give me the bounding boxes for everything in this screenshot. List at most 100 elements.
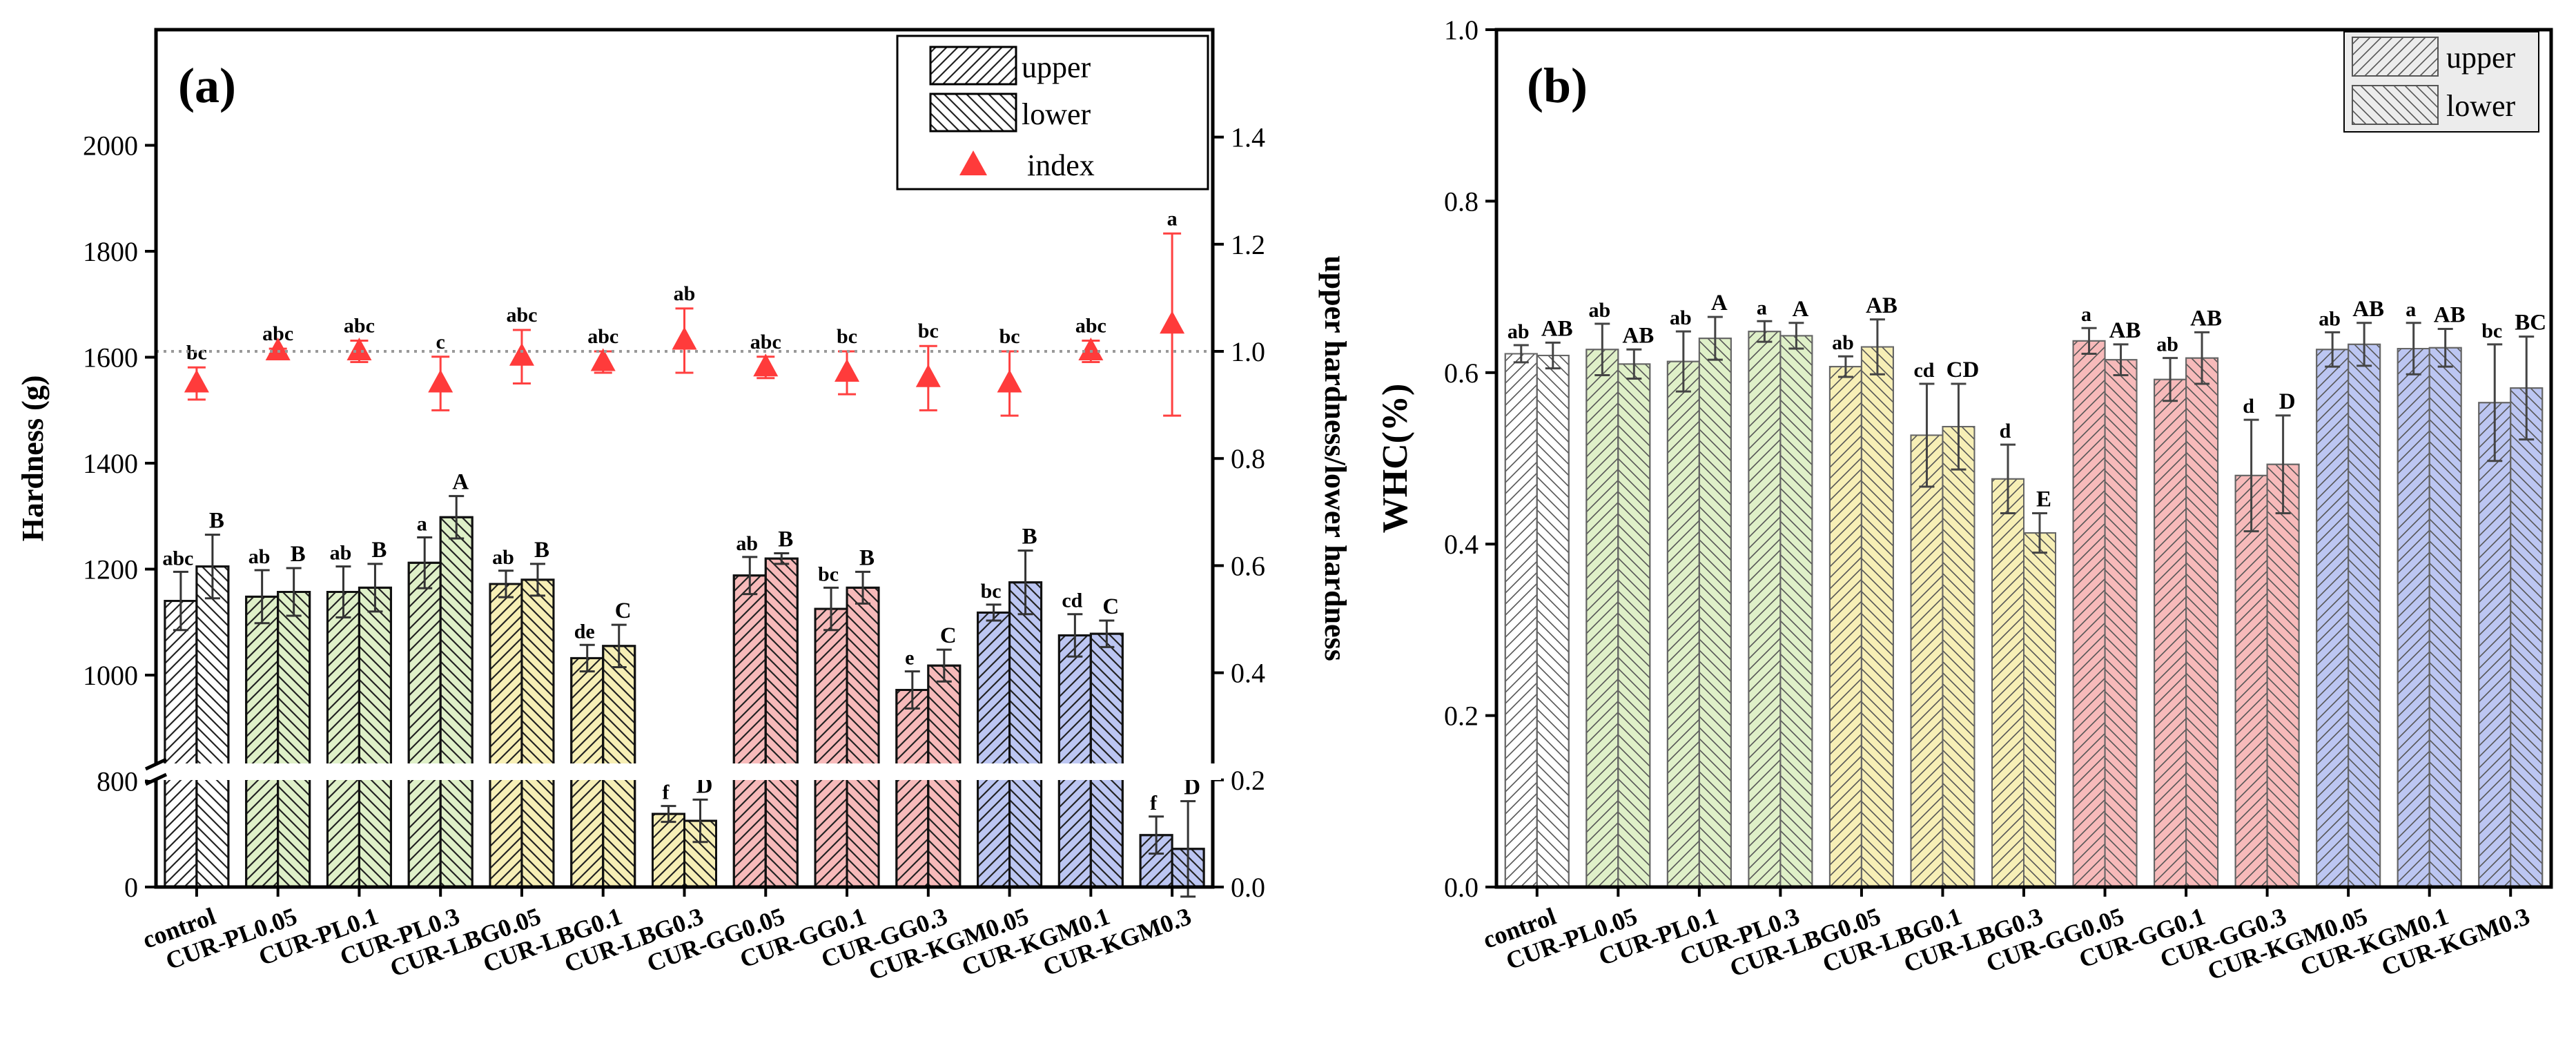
significance-label: ab	[2319, 307, 2341, 330]
bar-lower-hatch	[1779, 335, 1813, 888]
bar-upper-hatch	[407, 561, 442, 888]
bar-lower-hatch	[2348, 343, 2381, 888]
index-marker	[997, 369, 1022, 393]
bar-upper-hatch	[732, 574, 767, 888]
index-marker	[753, 353, 779, 377]
significance-label: B	[291, 542, 306, 567]
y-tick-label: 1.0	[1444, 14, 1479, 46]
legend-upper-label: upper	[1022, 50, 1091, 84]
significance-label: B	[209, 509, 224, 534]
bar-lower-hatch	[2266, 463, 2300, 888]
significance-label: abc	[162, 547, 193, 569]
y2-tick-label: 1.0	[1231, 336, 1265, 367]
bar-upper-hatch	[1991, 478, 2024, 888]
index-significance-label: abc	[750, 331, 781, 353]
index-significance-label: ab	[674, 282, 696, 305]
significance-label: AB	[2352, 297, 2384, 322]
y-tick-label: 1600	[83, 342, 138, 373]
panel-a-label: (a)	[178, 58, 236, 113]
significance-label: d	[2000, 420, 2011, 442]
y2-tick-label: 0.4	[1231, 658, 1265, 689]
y2-tick-label: 0.0	[1231, 872, 1265, 903]
bar-upper-hatch	[895, 688, 930, 888]
bar-lower-hatch	[683, 819, 717, 888]
bar-upper-hatch	[1666, 360, 1700, 888]
index-significance-label: bc	[837, 325, 857, 348]
index-marker	[1160, 311, 1185, 334]
index-marker	[347, 338, 372, 360]
legend-upper-swatch	[929, 46, 1017, 86]
bar-lower-hatch	[1860, 346, 1894, 888]
significance-label: bc	[818, 563, 839, 585]
bar-upper-hatch	[1828, 366, 1862, 888]
y-tick-label: 1400	[83, 448, 138, 479]
y-tick-label: 1200	[83, 554, 138, 585]
significance-label: B	[859, 545, 875, 570]
index-marker	[672, 327, 697, 350]
significance-label: ab	[736, 532, 758, 555]
chart-panel-b: ab AB ab AB ab A a Aab AB cd CD d Ea AB ab AB d Dab AB a AB b…	[1376, 14, 2553, 986]
legend-upper-label: upper	[2446, 41, 2516, 75]
panel-a-error-bars	[173, 495, 1196, 898]
bar-upper-hatch	[2072, 340, 2106, 888]
bar-upper-hatch	[1504, 353, 1538, 888]
bar-upper-hatch	[2397, 348, 2430, 888]
panel-b-bars	[1504, 331, 2544, 888]
significance-label: a	[2081, 303, 2091, 326]
bar-lower-hatch	[846, 586, 880, 888]
panel-b-x-axis: controlCUR-PL0.05CUR-PL0.1CUR-PL0.3CUR-L…	[1479, 887, 2533, 986]
significance-label: BC	[2515, 311, 2546, 335]
legend-index-marker	[959, 150, 987, 175]
y-tick-label: 0.2	[1444, 701, 1479, 732]
significance-label: AB	[2190, 306, 2222, 331]
significance-label: bc	[2481, 320, 2502, 342]
bar-lower-hatch	[1008, 581, 1043, 888]
bar-lower-hatch	[1698, 338, 1732, 888]
index-marker	[428, 369, 453, 393]
index-significance-label: abc	[344, 314, 375, 337]
legend-lower-swatch	[929, 92, 1017, 133]
index-marker	[184, 369, 209, 393]
bar-lower-hatch	[2023, 532, 2056, 888]
bar-lower-hatch	[2185, 357, 2219, 888]
significance-label: a	[417, 512, 427, 535]
panel-a-significance-labels: abcBbcabBabcabBabcaAcabBabcdeCabcfDababB…	[162, 207, 1200, 815]
bar-lower-hatch	[1536, 354, 1570, 888]
index-significance-label: bc	[918, 320, 939, 342]
bar-lower-hatch	[520, 578, 555, 888]
index-marker	[1078, 338, 1104, 360]
bar-upper-hatch	[1585, 349, 1619, 888]
bar-upper-hatch	[1910, 434, 1944, 888]
bar-upper-hatch	[489, 583, 523, 888]
significance-label: d	[2243, 395, 2254, 418]
significance-label: D	[1184, 775, 1200, 800]
bar-upper-hatch	[1748, 331, 1782, 888]
bar-upper-hatch	[814, 607, 848, 888]
significance-label: B	[1022, 525, 1037, 549]
significance-label: A	[452, 470, 469, 495]
bar-upper-hatch	[2316, 349, 2350, 888]
bar-lower-hatch	[2428, 347, 2462, 888]
bar-upper-hatch	[245, 595, 280, 888]
panel-a-bars	[164, 516, 1205, 888]
significance-label: f	[663, 781, 670, 804]
significance-label: D	[2279, 389, 2296, 414]
significance-label: B	[778, 527, 793, 552]
y2-tick-label: 0.8	[1231, 443, 1265, 474]
significance-label: AB	[1622, 323, 1654, 348]
significance-label: A	[1711, 291, 1728, 315]
bar-lower-hatch	[195, 565, 230, 888]
bar-upper-hatch	[652, 812, 685, 888]
significance-label: B	[371, 538, 387, 563]
bar-lower-hatch	[1942, 426, 1975, 888]
y-tick-label: 0.6	[1444, 358, 1479, 389]
panel-b-y-axis: 0.0 0.2 0.4 0.6 0.8 1.0	[1444, 14, 1496, 903]
bar-upper-hatch	[164, 600, 198, 888]
panel-a-y-axis: 0 800 1000 1200 1400 1600 1800 2000	[83, 130, 156, 903]
index-significance-label: a	[1167, 207, 1178, 230]
bar-lower-hatch	[439, 516, 474, 888]
legend-upper-swatch	[2352, 37, 2439, 77]
significance-label: a	[2406, 298, 2416, 321]
index-significance-label: abc	[587, 325, 618, 348]
